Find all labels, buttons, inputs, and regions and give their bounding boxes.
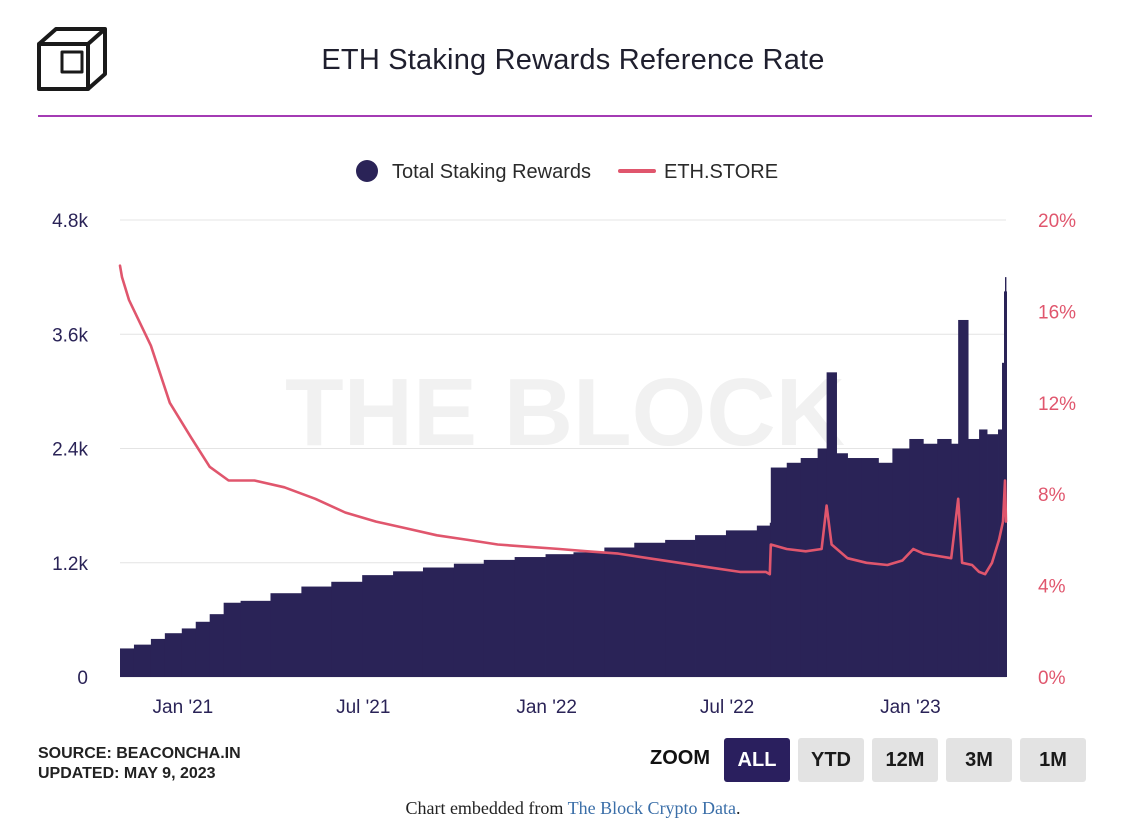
y-right-tick-label: 20% (1038, 211, 1076, 232)
x-tick-label: Jan '21 (153, 697, 214, 718)
bar (909, 438, 924, 677)
bar (998, 429, 1003, 677)
bar (573, 552, 605, 677)
bar (979, 429, 988, 677)
bar (120, 648, 135, 677)
x-tick-label: Jul '21 (336, 697, 390, 718)
embed-prefix: Chart embedded from (405, 798, 568, 818)
y-left-tick-label: 2.4k (52, 440, 88, 461)
bar (195, 621, 211, 677)
bar (800, 458, 819, 677)
zoom-label: ZOOM (650, 747, 710, 769)
x-tick-label: Jan '23 (880, 697, 941, 718)
bar (483, 559, 516, 677)
bar (847, 458, 862, 677)
bar (133, 644, 152, 677)
zoom-1m-button[interactable]: 1M (1020, 738, 1086, 782)
bar (301, 586, 332, 677)
bar (453, 563, 485, 677)
bar (634, 542, 666, 677)
y-right-tick-label: 12% (1038, 394, 1076, 415)
bar (769, 522, 772, 677)
embed-credit: Chart embedded from The Block Crypto Dat… (0, 798, 1146, 819)
bar (422, 567, 455, 677)
bar (987, 434, 999, 677)
legend-label-total-staking-rewards: Total Staking Rewards (392, 161, 591, 183)
bar (331, 581, 363, 677)
bar (604, 547, 635, 677)
bar (878, 462, 893, 677)
bar (270, 593, 302, 677)
x-tick-label: Jan '22 (516, 697, 577, 718)
source-text: SOURCE: BEACONCHA.IN (38, 745, 241, 762)
bar (514, 557, 546, 677)
y-left-tick-label: 4.8k (52, 211, 88, 232)
bar (817, 448, 828, 677)
bar (209, 614, 225, 677)
bar (826, 372, 837, 677)
bar (756, 525, 771, 677)
bar (861, 458, 879, 677)
staking-rewards-chart: THE BLOCK 0 1.2k 2.4k 3.6k 4.8k 0% 4% 8% 12% 16% 20… (52, 160, 1076, 718)
y-left-tick-label: 0 (77, 668, 88, 689)
bar (770, 467, 788, 677)
title-divider (38, 115, 1092, 117)
bar (223, 602, 241, 677)
y-right-tick-label: 4% (1038, 577, 1066, 598)
legend-label-eth-store: ETH.STORE (664, 161, 778, 183)
embed-link[interactable]: The Block Crypto Data (567, 798, 737, 818)
source-info: SOURCE: BEACONCHA.IN UPDATED: MAY 9, 202… (38, 744, 241, 784)
bars-series (120, 277, 1007, 677)
zoom-ytd-button[interactable]: YTD (798, 738, 864, 782)
zoom-3m-button[interactable]: 3M (946, 738, 1012, 782)
y-right-tick-label: 8% (1038, 485, 1066, 506)
watermark-text: THE BLOCK (285, 359, 845, 466)
x-tick-label: Jul '22 (700, 697, 754, 718)
bar (958, 319, 969, 677)
bar (240, 600, 271, 677)
bar (725, 530, 758, 677)
y-right-tick-label: 16% (1038, 302, 1076, 323)
eth-store-line (118, 264, 1008, 576)
bar (545, 554, 574, 677)
embed-suffix: . (736, 798, 741, 818)
zoom-all-button[interactable]: ALL (724, 738, 790, 782)
bar (923, 443, 938, 677)
bar (968, 438, 980, 677)
bar (951, 443, 959, 677)
zoom-12m-button[interactable]: 12M (872, 738, 938, 782)
the-block-logo (37, 27, 107, 91)
legend-marker-total-staking-rewards (356, 160, 378, 182)
bar (786, 462, 802, 677)
bar (164, 633, 183, 677)
bar (393, 571, 424, 677)
y-left-tick-label: 1.2k (52, 554, 88, 575)
bar (892, 448, 910, 677)
bar (836, 453, 848, 677)
bar (150, 638, 166, 677)
bar (181, 628, 197, 677)
updated-text: UPDATED: MAY 9, 2023 (38, 765, 216, 782)
bar (695, 535, 727, 677)
bar (362, 575, 394, 677)
y-left-tick-label: 3.6k (52, 325, 88, 346)
chart-title: ETH Staking Rewards Reference Rate (321, 44, 825, 76)
y-right-tick-label: 0% (1038, 668, 1066, 689)
legend: Total Staking Rewards ETH.STORE (356, 160, 778, 183)
